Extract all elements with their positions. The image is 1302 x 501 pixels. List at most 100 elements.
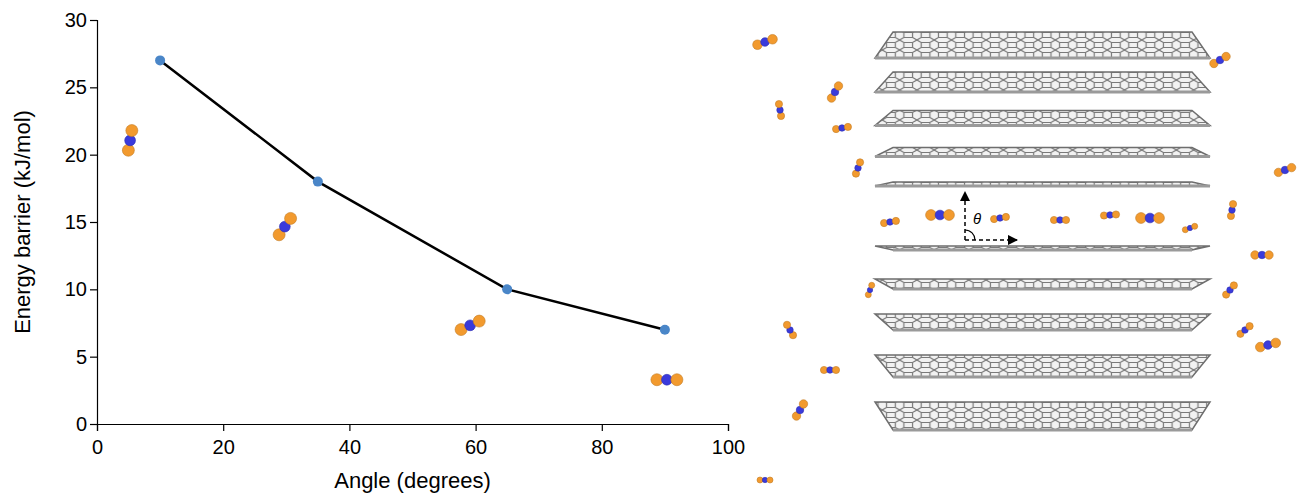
tick-mark (349, 424, 350, 431)
atom (783, 321, 790, 328)
tick-mark (602, 424, 603, 431)
graphene-sheet (875, 279, 1210, 289)
tick-mark (90, 20, 97, 21)
illustration: θ (753, 32, 1296, 483)
atom (1112, 211, 1119, 218)
tick-label: 5 (76, 346, 87, 368)
tick: 20 (213, 424, 235, 458)
atom (285, 212, 297, 224)
marker (313, 177, 323, 187)
tick-label: 80 (591, 436, 613, 458)
atom (832, 366, 839, 373)
tick: 0 (92, 424, 103, 458)
graphene-sheet (875, 72, 1210, 92)
line (160, 60, 665, 329)
sheet-edge (893, 249, 1192, 252)
atom (1192, 223, 1198, 229)
sheet-edge (875, 124, 1210, 127)
tick: 80 (591, 424, 613, 458)
atom (125, 135, 136, 146)
graphene-sheet (875, 182, 1210, 186)
figure: 020406080100051015202530Angle (degrees)E… (0, 0, 1302, 501)
y-axis-title: Energy barrier (kJ/mol) (10, 110, 35, 334)
marker (502, 284, 512, 294)
marker (660, 325, 670, 335)
axis-line (98, 425, 729, 432)
sheet-edge (893, 329, 1192, 332)
atom (892, 217, 899, 224)
atom (926, 210, 937, 221)
atom (1136, 213, 1147, 224)
atom (856, 159, 863, 166)
axis-line (90, 21, 98, 425)
tick: 40 (339, 424, 361, 458)
atom (1287, 163, 1295, 171)
tick-mark (90, 155, 97, 156)
atom (122, 144, 134, 156)
angle-label: θ (973, 210, 981, 227)
atom (775, 100, 782, 107)
angle-arc (965, 230, 975, 240)
sheet-edge (875, 185, 1210, 188)
sheet-edge (875, 91, 1210, 94)
graphene-sheet (875, 111, 1210, 126)
graphene-sheet (875, 148, 1210, 157)
tick: 0 (76, 413, 97, 435)
graphene-sheet (875, 314, 1210, 330)
tick-label: 40 (339, 436, 361, 458)
tick: 60 (465, 424, 487, 458)
atom (1229, 200, 1236, 207)
sheet-edge (875, 57, 1210, 60)
atom (671, 374, 683, 386)
tick: 30 (65, 9, 97, 31)
atom (799, 400, 807, 408)
molecule-icons (122, 125, 683, 386)
sheet-edge (893, 429, 1192, 432)
atom (1230, 282, 1237, 289)
tick-mark (476, 424, 477, 431)
tick-mark (90, 87, 97, 88)
atom (1227, 212, 1234, 219)
tick-label: 60 (465, 436, 487, 458)
tick-label: 20 (213, 436, 235, 458)
atom (767, 477, 773, 483)
tick-label: 15 (65, 211, 87, 233)
tick-mark (223, 424, 224, 431)
atom (777, 112, 784, 119)
graphene-sheet (875, 402, 1210, 430)
tick-label: 20 (65, 144, 87, 166)
x-axis: 0 20 40 60 80 100 (92, 424, 745, 458)
atom (1265, 251, 1273, 259)
graphene-sheet (875, 355, 1210, 377)
sheet-edge (893, 288, 1192, 291)
atom (1154, 213, 1165, 224)
sheet-edge (893, 376, 1192, 379)
tick-mark (728, 424, 729, 431)
tick-label: 30 (65, 9, 87, 31)
atom (1246, 323, 1253, 330)
atom (1222, 52, 1230, 60)
tick: 10 (65, 278, 97, 300)
tick-label: 100 (712, 436, 745, 458)
atom (651, 374, 663, 386)
atom (869, 282, 875, 288)
tick: 15 (65, 211, 97, 233)
tick-label: 0 (92, 436, 103, 458)
atom (768, 34, 778, 44)
atom (990, 215, 997, 222)
plot-area (155, 55, 670, 334)
atom (1062, 216, 1069, 223)
y-axis: 051015202530 (65, 9, 98, 435)
plane-arrow (965, 239, 1017, 241)
atom (473, 315, 485, 327)
marker (155, 55, 165, 65)
x-axis-title: Angle (degrees) (334, 468, 491, 493)
sheet-edge (875, 155, 1210, 158)
atom (944, 210, 955, 221)
tick-mark (90, 424, 97, 425)
tick-label: 10 (65, 278, 87, 300)
atom (832, 125, 839, 132)
tick: 5 (76, 346, 97, 368)
atom (1271, 338, 1281, 348)
graphene-sheet (875, 246, 1210, 250)
